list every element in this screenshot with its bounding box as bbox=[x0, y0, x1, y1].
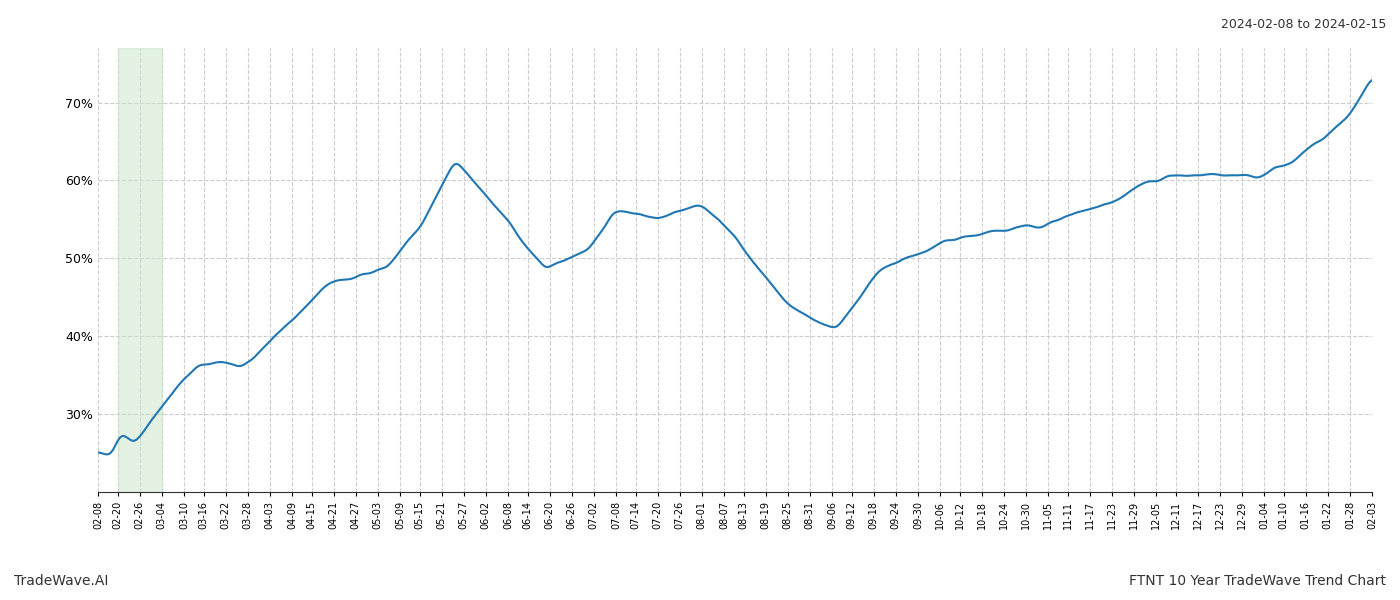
Text: FTNT 10 Year TradeWave Trend Chart: FTNT 10 Year TradeWave Trend Chart bbox=[1128, 574, 1386, 588]
Text: TradeWave.AI: TradeWave.AI bbox=[14, 574, 108, 588]
Bar bbox=[118, 48, 162, 492]
Text: 2024-02-08 to 2024-02-15: 2024-02-08 to 2024-02-15 bbox=[1221, 18, 1386, 31]
